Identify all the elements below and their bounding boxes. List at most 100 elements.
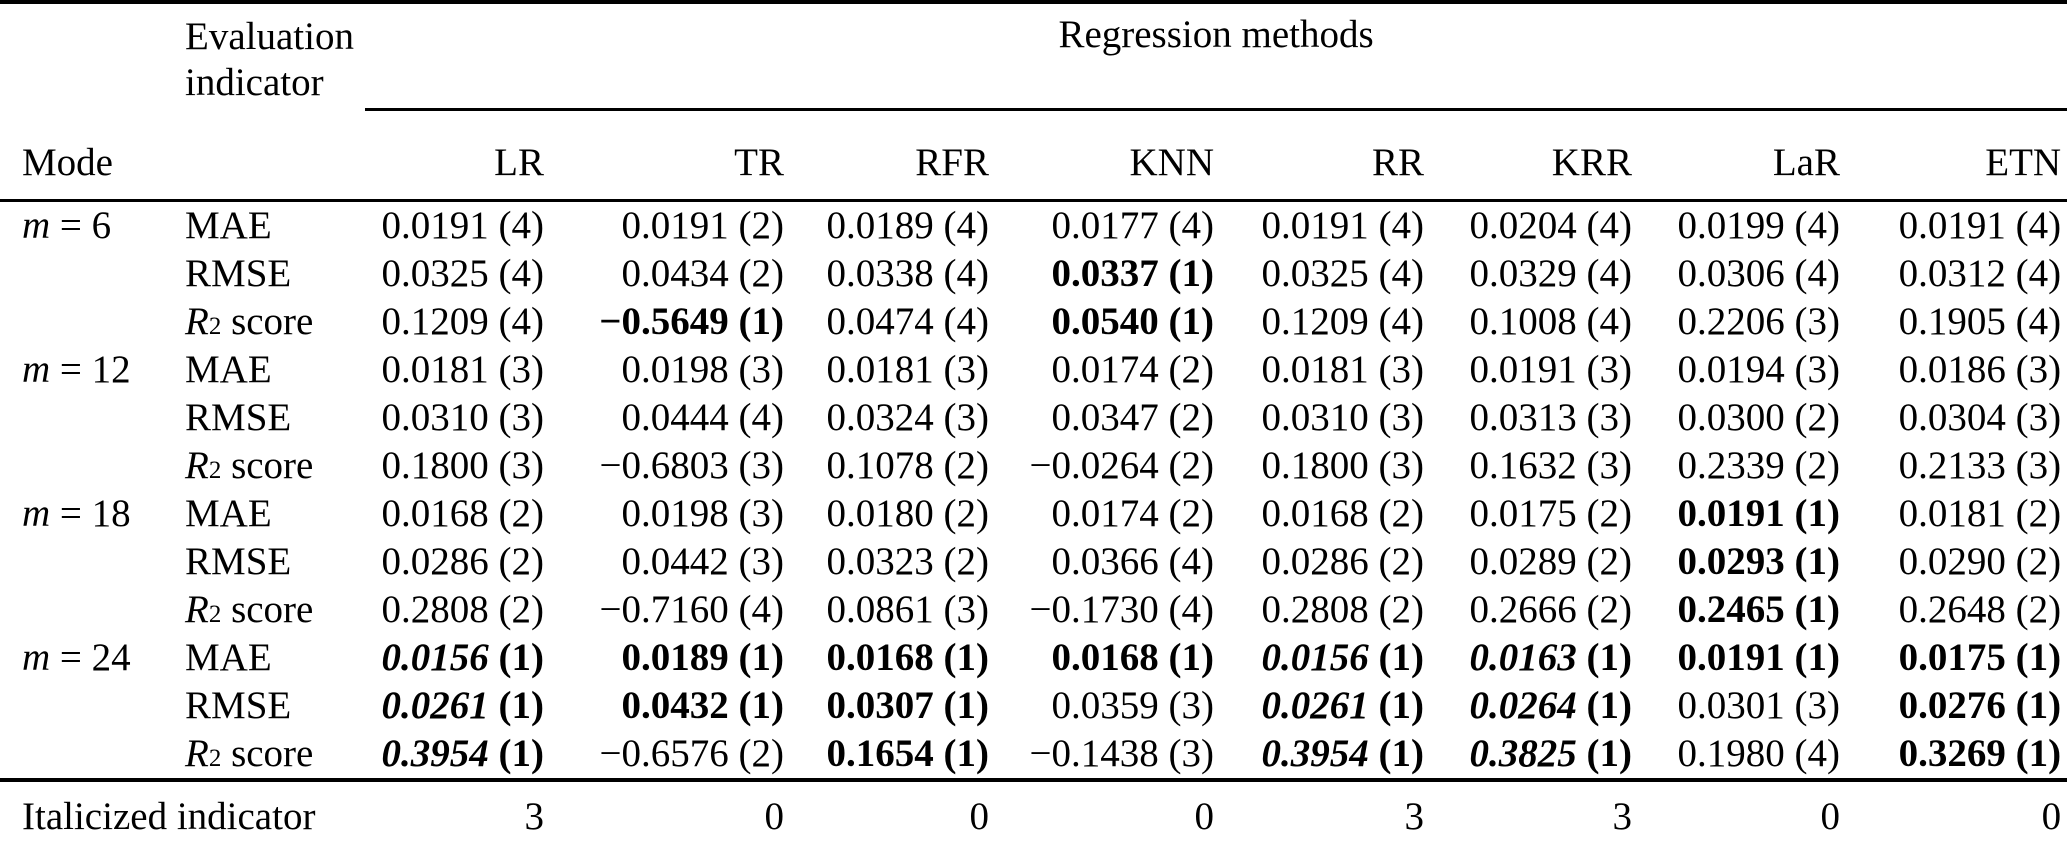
value-cell: −0.0264 (2) [1029,444,1214,487]
indicator-label: R2 score [185,588,314,631]
value-cell: 0.1008 (4) [1469,300,1632,343]
value-cell: 0.0181 (3) [1261,348,1424,391]
header-row-columns: Mode LR TR RFR KNN RR KRR LaR ETN [0,109,2067,202]
table-row: RMSE 0.0310 (3) 0.0444 (4) 0.0324 (3) 0.0347… [0,394,2067,442]
value-cell: 0.0191 (4) [1261,204,1424,247]
value-cell: 0.0366 (4) [1051,540,1214,583]
italicized-indicator-label: Italicized indicator [0,780,365,841]
value-cell: 0.0338 (4) [826,252,989,295]
value-cell: 0.0276 (1) [1898,684,2062,727]
header-row-top: Evaluation indicator Regression methods [0,2,2067,202]
value-cell: 0.1632 (3) [1469,444,1632,487]
column-header-tr: TR [550,109,790,202]
value-cell: 0.0434 (2) [621,252,784,295]
value-cell: 0.0293 (1) [1677,540,1840,583]
value-cell: 0.0189 (1) [621,636,784,679]
value-cell: 0.0189 (4) [826,204,989,247]
value-cell: 0.0174 (2) [1051,348,1214,391]
value-cell: 0.0174 (2) [1051,492,1214,535]
value-cell: 0.3954 (1) [1220,730,1430,782]
value-cell: 0.2206 (3) [1677,300,1840,343]
value-cell: 0.0540 (1) [1051,300,1214,343]
indicator-label: RMSE [185,396,292,439]
footer-value-cell: 3 [365,780,550,841]
value-cell: 0.0191 (3) [1469,348,1632,391]
value-cell: 0.0191 (4) [1898,204,2062,247]
value-cell: 0.0324 (3) [826,396,989,439]
value-cell: 0.1078 (2) [826,444,989,487]
value-cell: 0.0191 (2) [621,204,784,247]
column-header-lar: LaR [1638,109,1846,202]
value-cell: 0.0442 (3) [621,540,784,583]
regression-methods-header: Regression methods [365,2,2067,111]
value-cell: 0.0261 (1) [381,684,544,727]
indicator-label: MAE [185,636,272,679]
value-cell: 0.2808 (2) [381,588,544,631]
value-cell: 0.0156 (1) [1261,636,1424,679]
value-cell: 0.0191 (4) [381,204,544,247]
footer-value-cell: 0 [995,780,1220,841]
value-cell: 0.2465 (1) [1677,588,1840,631]
value-cell: 0.0307 (1) [826,684,989,727]
value-cell: 0.0300 (2) [1677,396,1840,439]
value-cell: −0.6803 (3) [599,444,784,487]
column-header-etn: ETN [1846,109,2067,202]
indicator-label: RMSE [185,540,292,583]
footer-value-cell: 0 [1846,780,2067,841]
indicator-label: R2 score [185,444,314,487]
value-cell: 0.0329 (4) [1469,252,1632,295]
value-cell: 0.1800 (3) [1261,444,1424,487]
value-cell: 0.0286 (2) [381,540,544,583]
value-cell: 0.2339 (2) [1677,444,1840,487]
value-cell: −0.5649 (1) [599,300,784,343]
value-cell: 0.0163 (1) [1469,636,1632,679]
value-cell: 0.0175 (1) [1898,636,2062,679]
value-cell: 0.0156 (1) [381,636,544,679]
indicator-label: RMSE [185,252,292,295]
value-cell: 0.0325 (4) [1261,252,1424,295]
footer-value-cell: 0 [550,780,790,841]
table-row: m = 18 MAE 0.0168 (2) 0.0198 (3) 0.0180 (2) 0… [0,490,2067,538]
footer-value-cell: 3 [1430,780,1638,841]
indicator-label: MAE [185,492,272,535]
value-cell: 0.0313 (3) [1469,396,1632,439]
value-cell: 0.0168 (1) [1051,636,1214,679]
value-cell: 0.0181 (3) [381,348,544,391]
value-cell: 0.0175 (2) [1469,492,1632,535]
value-cell: 0.0198 (3) [621,348,784,391]
value-cell: 0.0168 (2) [1261,492,1424,535]
table-row: R2 score 0.1800 (3) −0.6803 (3) 0.1078 (2) −… [0,442,2067,490]
table-row: m = 24 MAE 0.0156 (1) 0.0189 (1) 0.0168 (1) 0… [0,634,2067,682]
value-cell: 0.0312 (4) [1898,252,2062,295]
value-cell: −0.7160 (4) [599,588,784,631]
table-row: RMSE 0.0325 (4) 0.0434 (2) 0.0338 (4) 0.0337… [0,250,2067,298]
indicator-label: RMSE [185,684,292,727]
column-header-krr: KRR [1430,109,1638,202]
column-header-knn: KNN [995,109,1220,202]
value-cell: 0.0432 (1) [621,684,784,727]
value-cell: 0.0325 (4) [381,252,544,295]
value-cell: 0.2133 (3) [1898,444,2062,487]
value-cell: 0.1209 (4) [381,300,544,343]
mode-label [0,394,175,442]
value-cell: 0.0337 (1) [1051,252,1214,295]
value-cell: −0.1730 (4) [1029,588,1214,631]
value-cell: 0.0289 (2) [1469,540,1632,583]
value-cell: 0.0306 (4) [1677,252,1840,295]
value-cell: 0.0286 (2) [1261,540,1424,583]
value-cell: 0.0347 (2) [1051,396,1214,439]
mode-header: Mode [0,109,175,202]
value-cell: 0.0310 (3) [1261,396,1424,439]
table-row: R2 score 0.2808 (2) −0.7160 (4) 0.0861 (3) −… [0,586,2067,634]
value-cell: 0.0181 (2) [1898,492,2062,535]
column-header-rr: RR [1220,109,1430,202]
indicator-label: MAE [185,204,272,247]
value-cell: 0.0181 (3) [826,348,989,391]
value-cell: −0.6576 (2) [550,730,790,782]
evaluation-indicator-header: Evaluation indicator [175,2,365,202]
mode-label [0,250,175,298]
mode-label [0,538,175,586]
value-cell: 0.2648 (2) [1898,588,2062,631]
